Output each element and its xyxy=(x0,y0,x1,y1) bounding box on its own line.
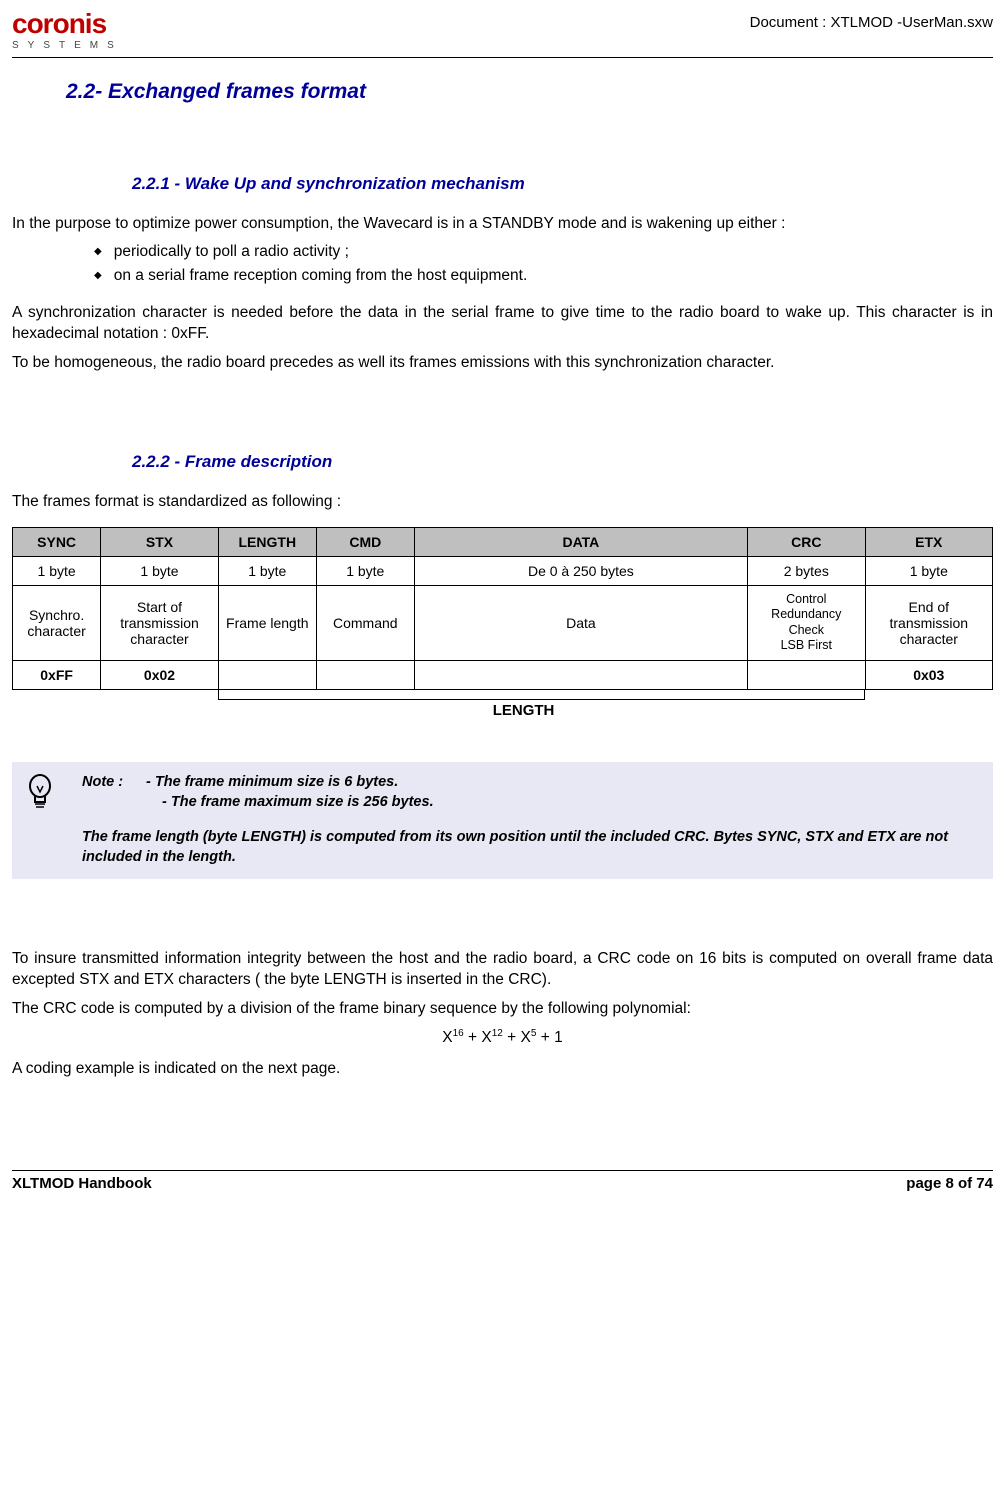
table-cell: De 0 à 250 bytes xyxy=(414,556,747,585)
page-footer: XLTMOD Handbook page 8 of 74 xyxy=(12,1170,993,1192)
table-cell: Data xyxy=(414,585,747,661)
table-header: CMD xyxy=(316,527,414,556)
table-cell: 0x03 xyxy=(865,661,992,690)
footer-right: page 8 of 74 xyxy=(906,1175,993,1192)
table-cell: 1 byte xyxy=(865,556,992,585)
table-cell: Synchro. character xyxy=(13,585,101,661)
table-cell xyxy=(316,661,414,690)
page-header: coronis SYSTEMS Document : XTLMOD -UserM… xyxy=(12,10,993,58)
table-cell: 1 byte xyxy=(13,556,101,585)
heading-2: 2.2- Exchanged frames format xyxy=(66,80,993,104)
table-cell xyxy=(414,661,747,690)
paragraph: To be homogeneous, the radio board prece… xyxy=(12,353,993,374)
crc-desc: Control Redundancy Check xyxy=(752,592,861,639)
table-header: CRC xyxy=(747,527,865,556)
table-cell: Start of transmission character xyxy=(101,585,219,661)
table-header-row: SYNC STX LENGTH CMD DATA CRC ETX xyxy=(13,527,993,556)
table-row: Synchro. character Start of transmission… xyxy=(13,585,993,661)
paragraph: To insure transmitted information integr… xyxy=(12,949,993,991)
table-cell: 1 byte xyxy=(316,556,414,585)
table-header: SYNC xyxy=(13,527,101,556)
paragraph: A coding example is indicated on the nex… xyxy=(12,1059,993,1080)
table-header: DATA xyxy=(414,527,747,556)
table-cell xyxy=(218,661,316,690)
paragraph: The frames format is standardized as fol… xyxy=(12,492,993,513)
table-header: LENGTH xyxy=(218,527,316,556)
note-line1: - The frame minimum size is 6 bytes. xyxy=(146,774,398,790)
table-cell: End of transmission character xyxy=(865,585,992,661)
table-cell xyxy=(747,661,865,690)
heading-3-1: 2.2.1 - Wake Up and synchronization mech… xyxy=(132,174,993,194)
logo-sub: SYSTEMS xyxy=(12,40,123,51)
table-row: 1 byte 1 byte 1 byte 1 byte De 0 à 250 b… xyxy=(13,556,993,585)
paragraph: In the purpose to optimize power consump… xyxy=(12,214,993,235)
list-item: on a serial frame reception coming from … xyxy=(94,267,993,285)
logo-main: coronis xyxy=(12,10,123,38)
table-header: ETX xyxy=(865,527,992,556)
table-cell: Command xyxy=(316,585,414,661)
table-header: STX xyxy=(101,527,219,556)
table-cell: Control Redundancy Check LSB First xyxy=(747,585,865,661)
frame-format-table: SYNC STX LENGTH CMD DATA CRC ETX 1 byte … xyxy=(12,527,993,691)
table-cell: 2 bytes xyxy=(747,556,865,585)
table-cell: Frame length xyxy=(218,585,316,661)
length-label: LENGTH xyxy=(493,702,555,719)
footer-left: XLTMOD Handbook xyxy=(12,1175,152,1192)
heading-3-2: 2.2.2 - Frame description xyxy=(132,452,993,472)
table-cell: 0x02 xyxy=(101,661,219,690)
note-paragraph: The frame length (byte LENGTH) is comput… xyxy=(82,827,979,868)
note-line2: - The frame maximum size is 256 bytes. xyxy=(162,792,979,812)
polynomial: X16 + X12 + X5 + 1 xyxy=(12,1028,993,1047)
table-cell: 1 byte xyxy=(218,556,316,585)
paragraph: A synchronization character is needed be… xyxy=(12,303,993,345)
note-content: Note : - The frame minimum size is 6 byt… xyxy=(82,772,979,867)
table-cell: 0xFF xyxy=(13,661,101,690)
length-bracket: LENGTH xyxy=(12,690,993,722)
note-label: Note : xyxy=(82,772,142,792)
lightbulb-icon xyxy=(26,774,66,816)
note-box: Note : - The frame minimum size is 6 byt… xyxy=(12,762,993,879)
bullet-list: periodically to poll a radio activity ; … xyxy=(94,243,993,285)
logo: coronis SYSTEMS xyxy=(12,10,123,51)
table-row: 0xFF 0x02 0x03 xyxy=(13,661,993,690)
table-cell: 1 byte xyxy=(101,556,219,585)
list-item: periodically to poll a radio activity ; xyxy=(94,243,993,261)
crc-sub: LSB First xyxy=(752,638,861,654)
paragraph: The CRC code is computed by a division o… xyxy=(12,999,993,1020)
document-id: Document : XTLMOD -UserMan.sxw xyxy=(750,14,993,31)
